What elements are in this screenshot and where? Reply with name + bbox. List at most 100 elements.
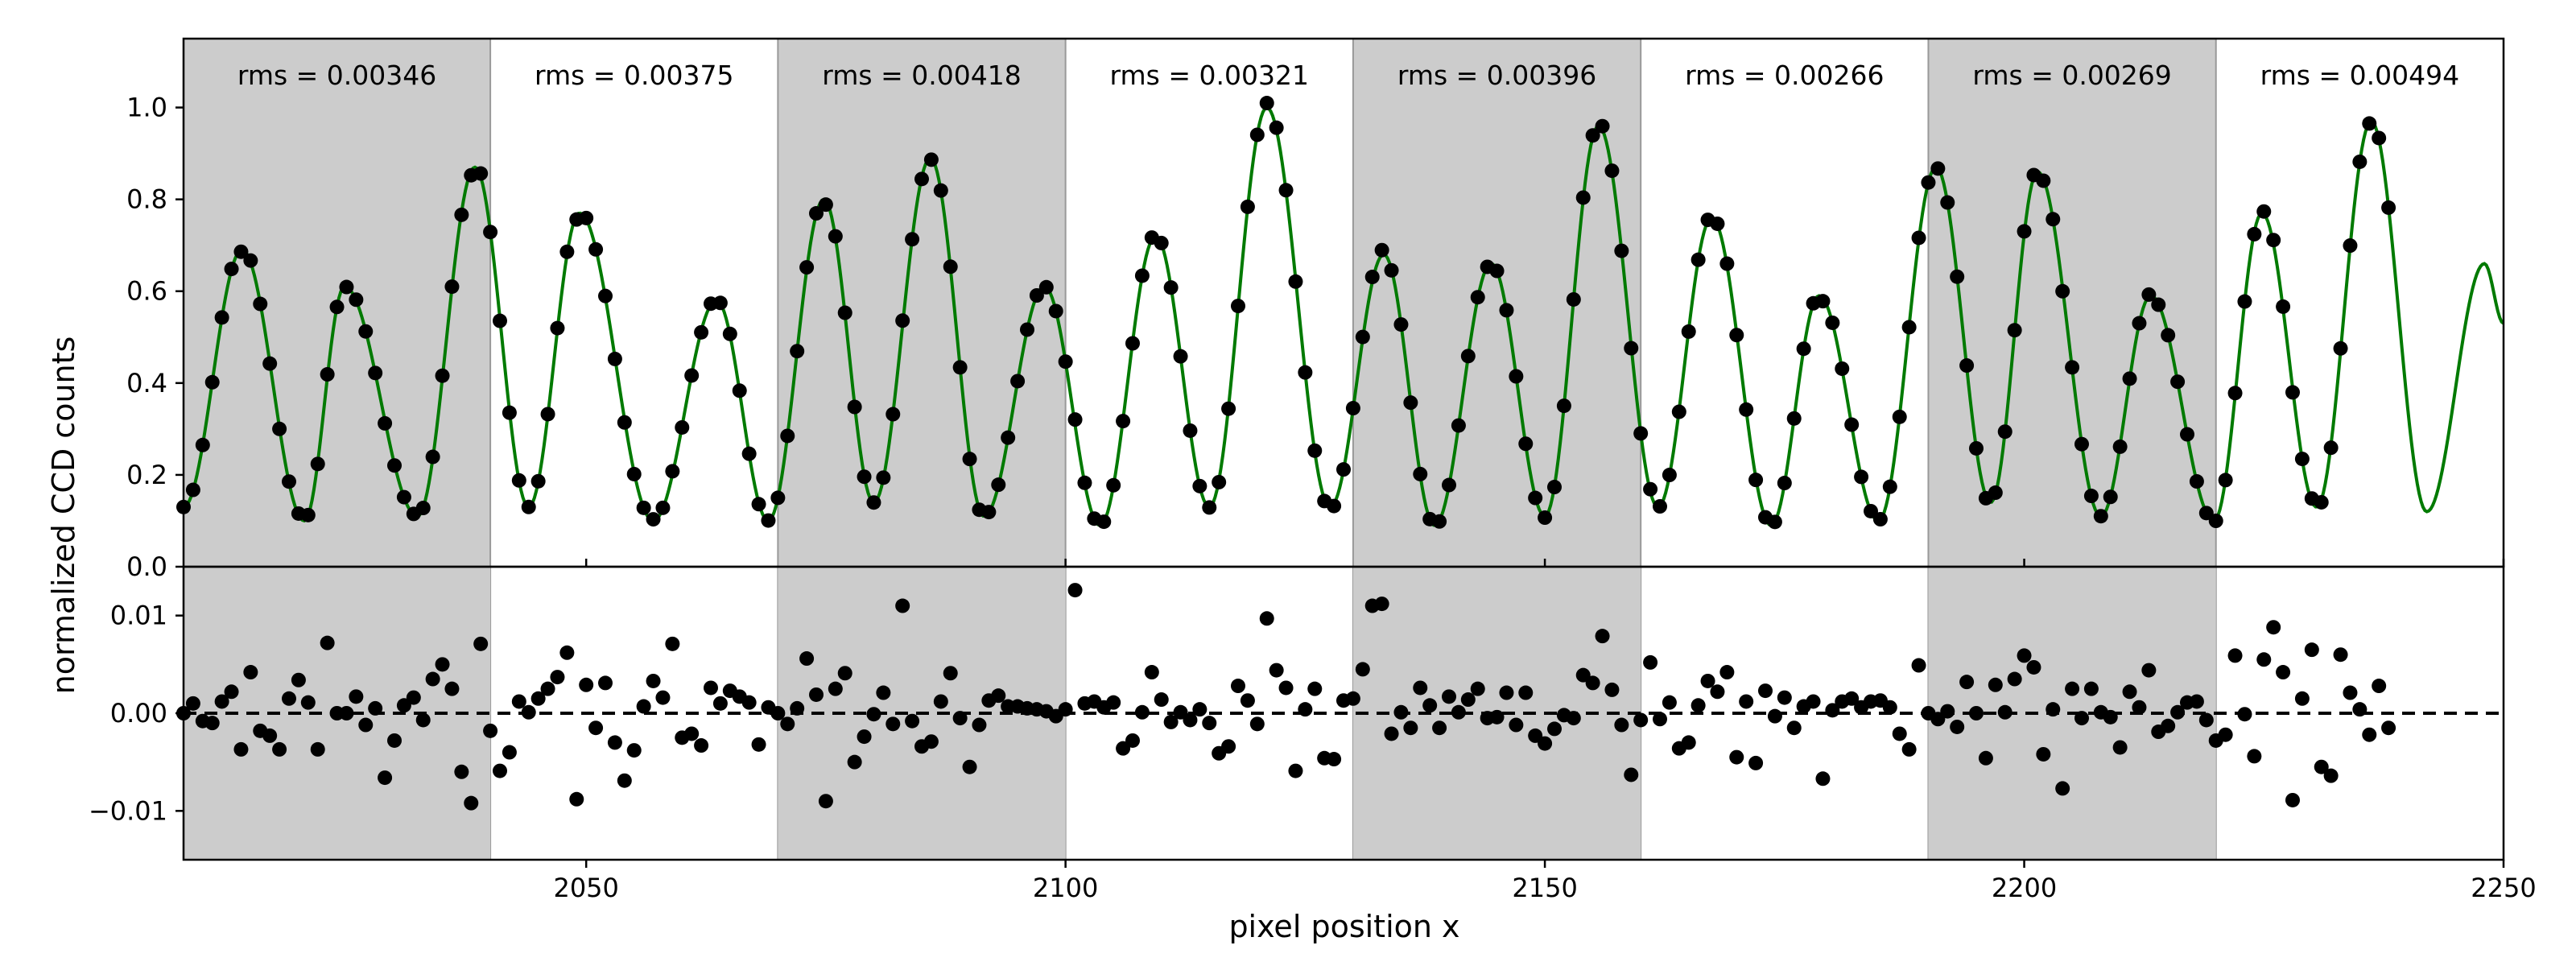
data-point: [1633, 426, 1649, 441]
y-tick-label: −0.01: [89, 795, 167, 826]
data-point: [1997, 424, 2013, 440]
data-point: [483, 225, 498, 240]
data-point: [1825, 315, 1840, 330]
data-point: [1432, 514, 1447, 529]
residual-point: [291, 672, 306, 687]
x-tick-label: 2150: [1512, 873, 1577, 903]
residual-point: [2381, 720, 2396, 736]
data-point: [1336, 462, 1351, 477]
rms-label: rms = 0.00321: [1110, 60, 1309, 91]
residual-point: [1882, 700, 1897, 715]
data-point: [300, 507, 316, 522]
residual-point: [2333, 647, 2348, 663]
residual-point: [2141, 663, 2157, 678]
data-point: [2256, 204, 2272, 219]
residual-point: [1518, 685, 1534, 700]
residual-point: [2237, 707, 2252, 722]
data-point: [2065, 360, 2080, 375]
residual-point: [473, 636, 489, 651]
shaded-band-top: [778, 39, 1066, 567]
data-point: [2074, 436, 2089, 452]
residual-point: [1327, 752, 1342, 767]
data-point: [1038, 279, 1054, 295]
data-point: [2161, 328, 2176, 343]
data-point: [320, 367, 335, 382]
x-tick-label: 2100: [1033, 873, 1098, 903]
residual-point: [1221, 739, 1236, 754]
rms-label: rms = 0.00396: [1397, 60, 1596, 91]
data-point: [1259, 96, 1274, 111]
data-point: [1538, 510, 1553, 526]
data-point: [1096, 514, 1112, 530]
residual-point: [2046, 702, 2061, 717]
data-point: [876, 470, 891, 485]
residual-point: [1538, 736, 1553, 751]
data-point: [895, 313, 910, 328]
residual-point: [415, 712, 431, 728]
residual-point: [1978, 750, 1993, 766]
residual-point: [1403, 720, 1418, 736]
residual-point: [962, 759, 977, 774]
residual-point: [262, 728, 278, 743]
residual-point: [559, 645, 575, 660]
data-point: [1585, 128, 1600, 143]
data-point: [1451, 418, 1466, 433]
residual-point: [1950, 719, 1965, 734]
data-point: [502, 405, 517, 420]
residual-point: [1604, 682, 1620, 697]
residual-point: [530, 691, 546, 706]
data-point: [914, 171, 929, 187]
x-tick-label: 2200: [1992, 873, 2057, 903]
data-point: [1134, 268, 1150, 283]
residual-point: [1806, 694, 1821, 709]
data-point: [329, 299, 345, 315]
residual-point: [1432, 720, 1447, 736]
residual-point: [2352, 702, 2368, 717]
data-point: [2381, 200, 2396, 215]
data-point: [847, 399, 862, 415]
data-point: [1509, 369, 1524, 384]
rms-labels-layer: rms = 0.00346 rms = 0.00375 rms = 0.00418 r…: [237, 60, 2459, 91]
data-point: [2208, 514, 2223, 529]
residual-point: [818, 794, 833, 809]
residual-point: [1690, 698, 1706, 713]
data-point: [2237, 294, 2252, 309]
residual-point: [358, 717, 374, 733]
data-point: [1959, 358, 1975, 374]
residual-point: [2132, 700, 2147, 715]
rms-label: rms = 0.00375: [535, 60, 733, 91]
data-point: [943, 259, 958, 275]
data-point: [1662, 468, 1677, 483]
residual-point: [1633, 712, 1649, 728]
data-point: [694, 324, 709, 340]
y-tick-label: 1.0: [126, 93, 167, 123]
residual-point: [2112, 740, 2128, 755]
data-point: [1739, 402, 1754, 417]
data-point: [1288, 274, 1303, 289]
residual-point: [857, 729, 872, 745]
data-point: [1183, 423, 1198, 438]
data-point: [790, 344, 805, 359]
residual-point: [1758, 683, 1773, 699]
residual-point: [636, 699, 651, 714]
residual-point: [1298, 702, 1313, 717]
residual-point: [2083, 681, 2099, 696]
data-point: [1653, 499, 1667, 514]
residual-point: [2362, 727, 2377, 742]
data-point: [550, 320, 565, 336]
data-point: [952, 360, 968, 375]
residual-point: [185, 696, 200, 711]
data-point: [243, 253, 258, 268]
data-point: [1921, 175, 1936, 190]
data-point: [444, 279, 460, 295]
data-point: [1249, 127, 1265, 142]
data-point: [1624, 341, 1639, 356]
residual-point: [1528, 728, 1543, 743]
data-point: [2266, 233, 2281, 248]
residual-point: [1892, 726, 1907, 741]
residual-point: [1183, 712, 1198, 728]
residual-point: [1125, 733, 1140, 748]
data-point: [2122, 371, 2137, 386]
data-point: [732, 383, 747, 398]
data-point: [396, 489, 411, 505]
